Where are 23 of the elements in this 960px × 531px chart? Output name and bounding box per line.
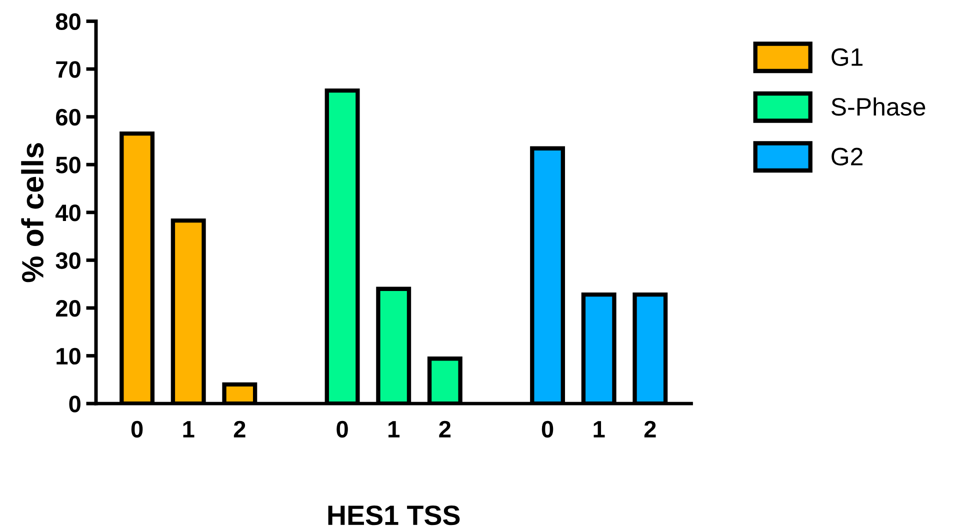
x-tick-label: 0 xyxy=(131,420,143,438)
y-tick-label: 80 xyxy=(56,13,80,30)
x-tick-label: 2 xyxy=(439,420,451,438)
y-tick-label: 50 xyxy=(56,156,80,174)
x-tick-label: 2 xyxy=(644,420,656,438)
legend-label: S-Phase xyxy=(832,97,926,116)
x-tick-label: 1 xyxy=(388,421,400,438)
y-tick-label: 20 xyxy=(56,300,80,317)
y-tick-label: 60 xyxy=(56,108,80,126)
y-tick-label: 70 xyxy=(56,61,80,78)
legend-label: G1 xyxy=(832,48,862,66)
x-tick-label: 0 xyxy=(336,420,348,438)
y-tick-label: 40 xyxy=(56,204,80,222)
y-tick-label: 10 xyxy=(56,348,80,365)
x-axis-title: HES1 TSS xyxy=(328,505,460,526)
y-tick-label: 0 xyxy=(69,396,80,412)
legend-label: G2 xyxy=(832,148,862,166)
y-axis-title: % of cells xyxy=(21,143,44,282)
x-tick-label: 0 xyxy=(542,420,554,438)
x-tick-label: 1 xyxy=(594,421,605,438)
y-tick-label: 30 xyxy=(56,252,80,270)
x-tick-label: 1 xyxy=(183,421,194,438)
x-tick-label: 2 xyxy=(234,420,246,438)
